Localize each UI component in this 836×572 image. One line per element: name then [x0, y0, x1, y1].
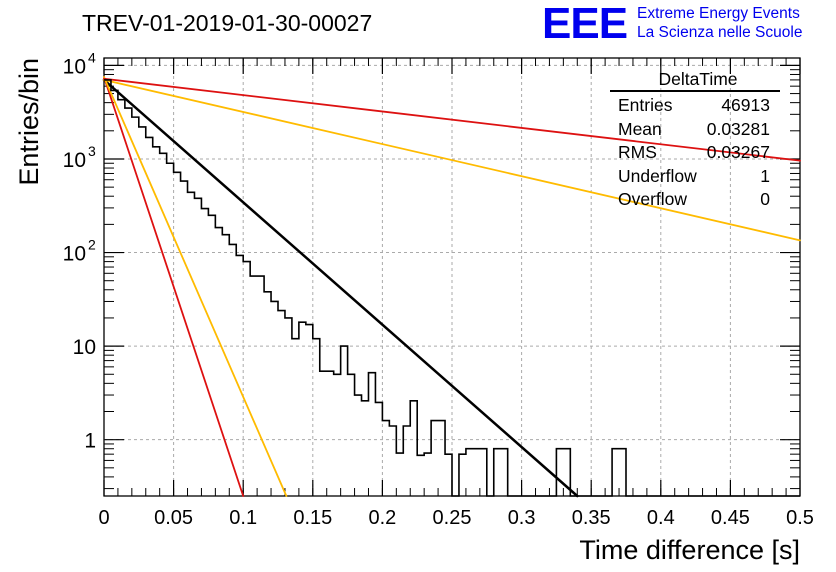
fit-line-yellow-steep [103, 76, 288, 497]
histogram-outline [104, 79, 800, 497]
x-tick-label: 0.15 [293, 507, 332, 529]
stats-label: RMS [618, 142, 657, 162]
stats-value: 0 [760, 189, 770, 209]
stats-value: 1 [760, 165, 770, 186]
y-axis-label: Entries/bin [14, 58, 44, 186]
fit-curves [102, 76, 801, 498]
y-tick-label: 10 [73, 336, 96, 359]
logo-line-2: La Scienza nelle Scuole [637, 24, 803, 41]
grid-lines [104, 58, 800, 496]
y-tick-exponent: 2 [88, 237, 96, 253]
stats-row-entries: Entries 46913 [610, 94, 780, 118]
x-tick-label: 0.25 [433, 507, 472, 529]
x-axis-label: Time difference [s] [579, 535, 800, 565]
stats-label: Overflow [618, 189, 688, 209]
fit-line-red-flat [103, 77, 801, 162]
histogram-series [104, 79, 800, 497]
stats-label: Mean [618, 118, 662, 139]
stats-value: 0.03281 [706, 118, 770, 139]
y-tick-label: 1 [84, 430, 96, 453]
stats-value: 0.03267 [706, 142, 770, 162]
fit-line-red-steep [103, 76, 245, 497]
chart-title: TREV-01-2019-01-30-00027 [82, 10, 373, 36]
y-tick-exponent: 4 [88, 49, 96, 65]
fit-line-yellow-flat [103, 79, 801, 242]
y-tick-label: 10 [63, 243, 86, 266]
x-tick-label: 0.05 [154, 507, 193, 529]
logo-line-1: Extreme Energy Events [637, 5, 800, 22]
eee-logo: EEE [542, 0, 628, 48]
stats-value: 46913 [721, 95, 770, 115]
stats-title: DeltaTime [658, 69, 738, 89]
stats-divider [610, 90, 780, 92]
x-tick-label: 0.3 [508, 507, 536, 529]
x-tick-label: 0.2 [368, 507, 396, 529]
fit-line-fit [102, 78, 579, 498]
x-tick-label: 0.4 [647, 507, 675, 529]
stats-label: Underflow [618, 165, 697, 186]
stats-row-rms: RMS 0.03267 [610, 141, 780, 165]
x-tick-label: 0.45 [711, 507, 750, 529]
stats-label: Entries [618, 95, 673, 115]
stats-row-underflow: Underflow 1 [610, 165, 780, 189]
x-tick-label: 0.5 [786, 507, 814, 529]
stats-box: DeltaTime Entries 46913 Mean 0.03281 RMS… [610, 69, 780, 212]
y-tick-label: 10 [63, 55, 86, 78]
x-tick-label: 0 [98, 507, 109, 529]
stats-row-mean: Mean 0.03281 [610, 118, 780, 142]
x-tick-label: 0.1 [229, 507, 257, 529]
x-axis-ticks: 0 0.05 0.1 0.15 0.2 0.25 0.3 0.35 0.4 0.45 0.5 [98, 58, 814, 529]
stats-row-overflow: Overflow 0 [610, 188, 780, 212]
x-tick-label: 0.35 [572, 507, 611, 529]
y-tick-label: 10 [63, 149, 86, 172]
y-tick-exponent: 3 [88, 143, 96, 159]
